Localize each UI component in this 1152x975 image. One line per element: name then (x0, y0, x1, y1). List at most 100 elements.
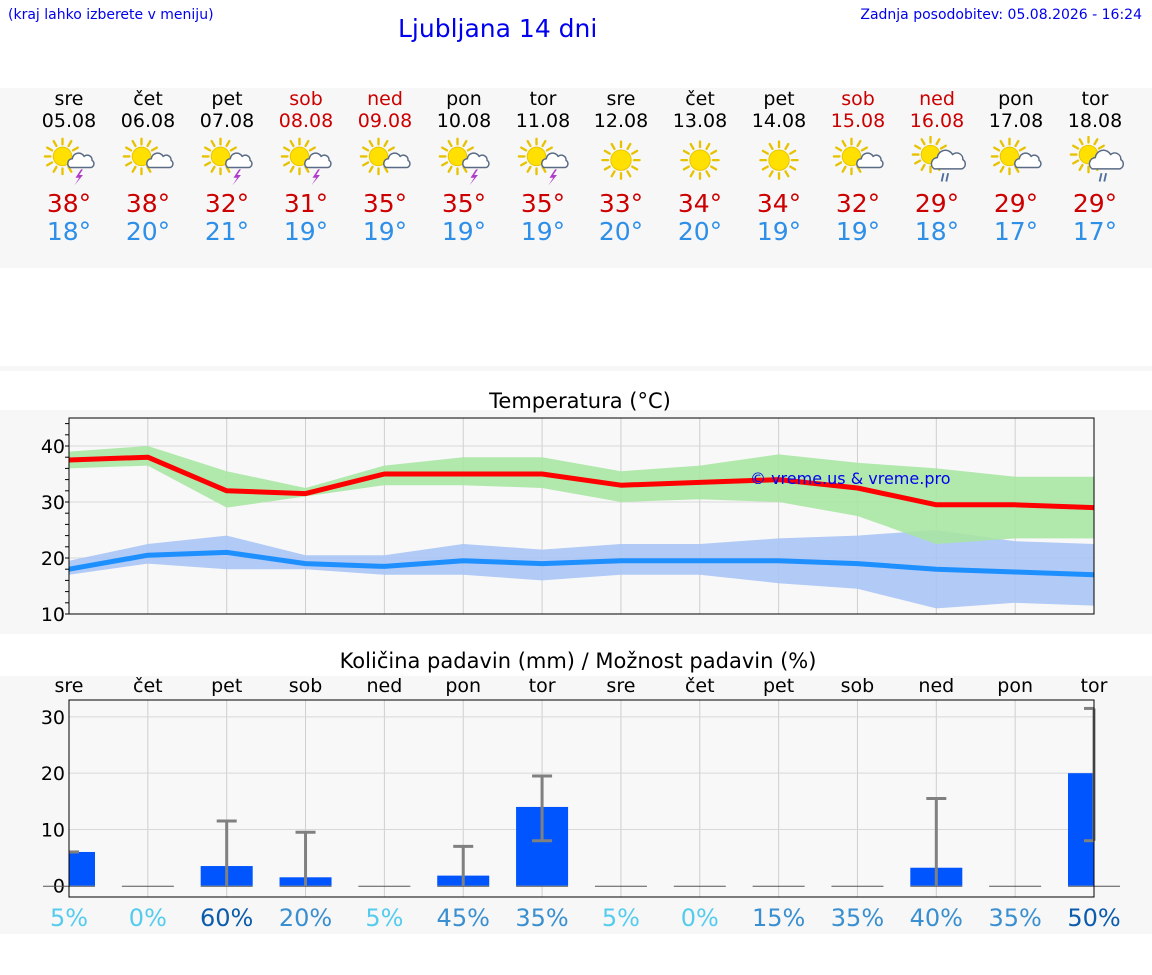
y-tick-label: 20 (41, 763, 65, 785)
x-category-label: čet (685, 675, 715, 697)
y-tick-label: 10 (41, 819, 65, 841)
sun-cloud-icon (990, 137, 1042, 176)
min-temperature-band (69, 530, 1094, 609)
day-date: 17.08 (988, 110, 1044, 132)
day-date: 09.08 (357, 110, 413, 132)
max-temperature: 29° (993, 189, 1039, 218)
sun-icon (680, 140, 720, 180)
y-tick-label: 30 (41, 492, 65, 514)
min-temperature: 18° (914, 217, 960, 246)
y-tick-label: 10 (41, 604, 65, 626)
x-category-label: sob (841, 675, 875, 697)
precipitation-bar (69, 851, 95, 886)
day-name: pet (211, 88, 243, 110)
min-temperature-line (68, 549, 1095, 578)
day-date: 11.08 (515, 110, 571, 132)
day-date: 12.08 (593, 110, 649, 132)
x-category-label: sre (55, 675, 84, 697)
precipitation-chance: 60% (200, 904, 253, 932)
max-temperature: 35° (362, 189, 408, 218)
day-forecast: tor 11.08 35° 19° (503, 88, 583, 246)
day-date: 14.08 (751, 110, 807, 132)
min-temperature: 17° (1072, 217, 1118, 246)
sun-cloud-thunder-icon (517, 137, 569, 186)
precipitation-chance: 15% (752, 904, 805, 932)
last-updated: Zadnja posodobitev: 05.08.2026 - 16:24 (860, 7, 1142, 23)
max-temperature: 34° (756, 189, 802, 218)
min-temperature: 19° (283, 217, 329, 246)
min-temperature: 19° (362, 217, 408, 246)
precipitation-chance: 0% (129, 904, 167, 932)
min-temperature: 20° (677, 217, 723, 246)
day-date: 15.08 (830, 110, 886, 132)
separator-band (0, 366, 1152, 371)
min-temperature: 19° (520, 217, 566, 246)
x-category-label: čet (133, 675, 163, 697)
watermark: © vreme.us & vreme.pro (750, 469, 951, 488)
x-category-label: sob (289, 675, 323, 697)
day-date: 13.08 (672, 110, 728, 132)
x-category-label: ned (366, 675, 402, 697)
precipitation-chance: 40% (910, 904, 963, 932)
precipitation-chance: 35% (988, 904, 1041, 932)
precipitation-chance: 5% (50, 904, 88, 932)
day-name: sob (841, 88, 875, 110)
day-forecast: pet 07.08 32° 21° (187, 88, 267, 246)
precipitation-chance: 45% (437, 904, 490, 932)
day-name: sob (289, 88, 323, 110)
x-category-label: pon (997, 675, 1033, 697)
sun-icon (601, 140, 641, 180)
min-temperature: 20° (125, 217, 171, 246)
day-name: tor (529, 88, 557, 110)
plot-frame (68, 699, 1095, 898)
day-date: 16.08 (909, 110, 965, 132)
day-forecast: sre 05.08 38° 18° (29, 88, 109, 246)
max-temperature: 35° (520, 189, 566, 218)
precipitation-chance: 50% (1067, 904, 1120, 932)
min-temperature: 19° (756, 217, 802, 246)
x-category-label: tor (1081, 675, 1108, 697)
day-name: sre (606, 88, 636, 110)
y-tick-label: 40 (41, 436, 65, 458)
region-note: (kraj lahko izberete v meniju) (8, 7, 214, 23)
x-category-label: ned (918, 675, 954, 697)
day-date: 07.08 (199, 110, 255, 132)
day-date: 06.08 (120, 110, 176, 132)
y-tick-label: 30 (41, 707, 65, 729)
day-name: pet (763, 88, 795, 110)
max-temperature: 32° (835, 189, 881, 218)
day-name: čet (133, 88, 163, 110)
precipitation-chance: 20% (279, 904, 332, 932)
max-temperature: 35° (441, 189, 487, 218)
sun-cloud-icon (122, 137, 174, 176)
day-name: pon (998, 88, 1034, 110)
x-category-label: pet (211, 675, 242, 697)
y-tick-label: 20 (41, 548, 65, 570)
day-forecast: čet 13.08 34° 20° (660, 88, 740, 246)
precipitation-chart: Količina padavin (mm) / Možnost padavin … (41, 649, 1121, 932)
max-temperature-band (69, 446, 1094, 544)
min-temperature: 18° (46, 217, 92, 246)
max-temperature: 29° (914, 189, 960, 218)
day-forecast: pon 17.08 29° 17° (976, 88, 1056, 246)
sun-cloud-thunder-icon (201, 137, 253, 186)
day-date: 08.08 (278, 110, 334, 132)
precipitation-chance: 35% (831, 904, 884, 932)
precipitation-chance: 5% (365, 904, 403, 932)
day-name: sre (54, 88, 84, 110)
plot-area (69, 700, 1094, 897)
day-name: tor (1081, 88, 1109, 110)
sun-icon (759, 140, 799, 180)
sun-cloud-thunder-icon (280, 137, 332, 186)
page-title: Ljubljana 14 dni (398, 14, 598, 43)
day-forecast: tor 18.08 29° 17° (1055, 88, 1135, 246)
min-temperature: 19° (835, 217, 881, 246)
max-temperature: 38° (125, 189, 171, 218)
sun-cloud-rain-icon (1069, 136, 1124, 182)
max-temperature-line (68, 454, 1095, 511)
x-category-label: sre (606, 675, 635, 697)
max-temperature: 31° (283, 189, 329, 218)
precipitation-bar (1068, 773, 1094, 886)
precipitation-chance: 35% (515, 904, 568, 932)
day-forecast: sre 12.08 33° 20° (581, 88, 661, 246)
